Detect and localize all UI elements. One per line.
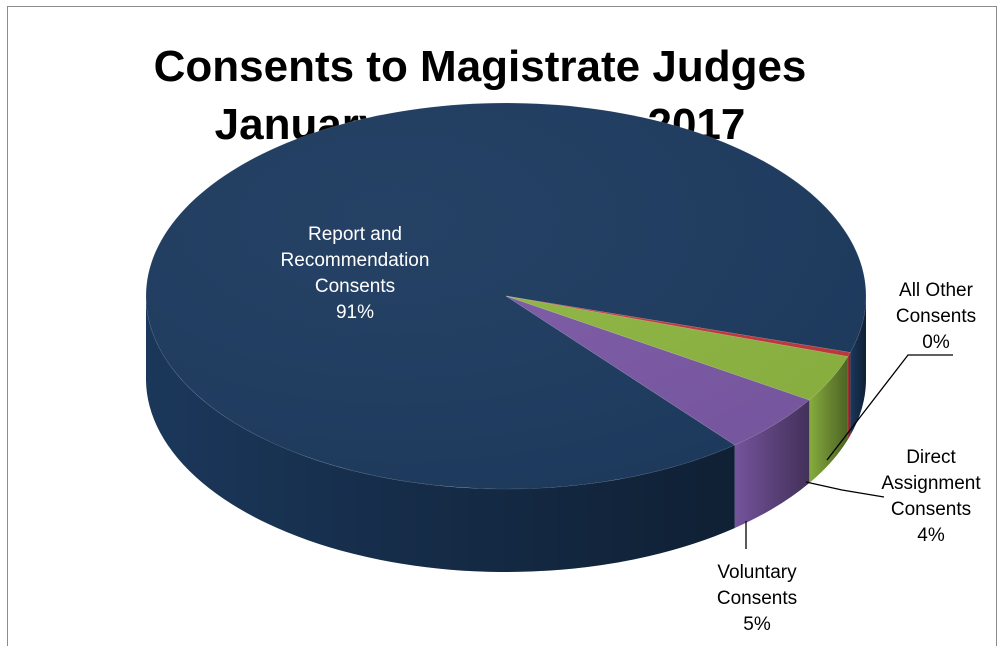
leader-line-2: [805, 481, 885, 498]
slice-label: Assignment: [881, 473, 981, 494]
slice-label: Direct: [906, 447, 956, 468]
pie-side-3: [847, 352, 851, 440]
slice-percent-label: 4%: [917, 525, 945, 546]
chart-title-line: Consents to Magistrate Judges: [153, 42, 807, 91]
pie-side-1: [734, 399, 810, 529]
slice-percent-label: 91%: [336, 302, 374, 323]
pie-tops: [145, 102, 867, 490]
slice-label: Report and: [308, 224, 402, 245]
pie-side-0: [850, 296, 866, 436]
pie-labels: Report and Recommendation Consents 91% Volun…: [281, 224, 982, 635]
slice-label: Consents: [717, 588, 797, 609]
pie-side-0: [146, 296, 735, 572]
slice-label: All Other: [899, 280, 974, 301]
slice-label: Consents: [896, 306, 976, 327]
slice-label: Consents: [315, 276, 395, 297]
leader-line-3: [826, 354, 953, 461]
pie-top-shading: [146, 103, 866, 489]
slice-label: Recommendation: [281, 250, 430, 271]
slice-label: Consents: [891, 499, 971, 520]
pie-sides: [146, 296, 866, 572]
slice-percent-label: 5%: [743, 614, 771, 635]
slice-percent-label: 0%: [922, 332, 950, 353]
pie-side-2: [809, 356, 848, 483]
slice-label: Voluntary: [717, 562, 797, 583]
